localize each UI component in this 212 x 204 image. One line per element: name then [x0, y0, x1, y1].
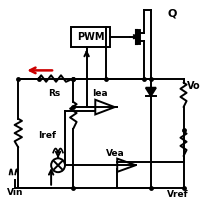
Text: Rs: Rs	[48, 89, 60, 98]
Polygon shape	[146, 88, 156, 96]
Text: Q: Q	[167, 8, 177, 18]
Text: Vref: Vref	[167, 190, 189, 199]
Text: Vo: Vo	[187, 81, 200, 91]
Text: Vin: Vin	[7, 188, 24, 197]
FancyBboxPatch shape	[71, 27, 110, 47]
Text: Iref: Iref	[38, 131, 56, 140]
Text: PWM: PWM	[77, 32, 105, 42]
Text: Vea: Vea	[106, 149, 125, 158]
Text: Iea: Iea	[92, 89, 107, 98]
